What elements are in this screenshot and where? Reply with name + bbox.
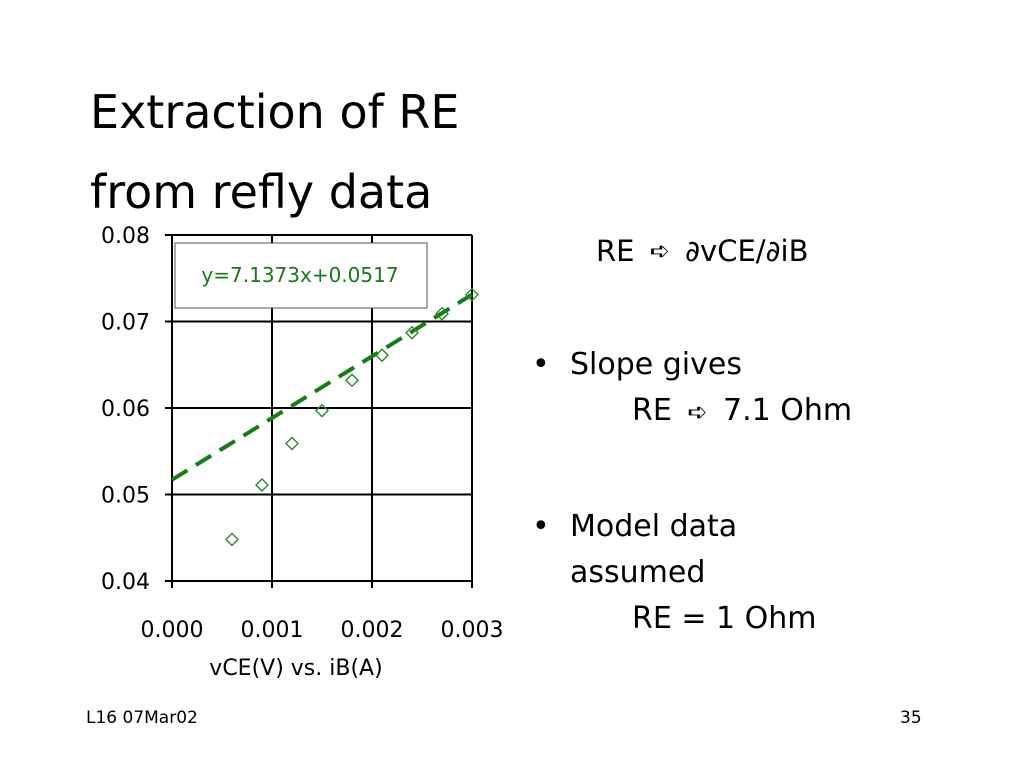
y-tick-label: 0.07 xyxy=(101,311,150,336)
y-tick-label: 0.05 xyxy=(101,484,150,509)
chart-labels: 0.04 0.05 0.06 0.07 0.08 0.000 0.001 0.002 0.003 xyxy=(101,224,503,643)
x-tick-label: 0.000 xyxy=(141,618,204,643)
data-point xyxy=(465,287,479,302)
chart-points xyxy=(225,287,479,547)
bullet-model: • Model data assumed RE = 1 Ohm xyxy=(532,504,816,642)
slide-title-line1: Extraction of RE xyxy=(90,85,460,139)
y-tick-label: 0.04 xyxy=(101,570,150,595)
slide-title-line2: from refly data xyxy=(90,165,433,219)
bullet-dot-icon: • xyxy=(532,347,550,382)
trendline xyxy=(170,292,474,482)
trendline-equation: y=7.1373x+0.0517 xyxy=(201,263,398,287)
data-point xyxy=(225,532,239,547)
chart-trendline-group xyxy=(170,292,474,482)
bullet-slope-detail: RE ➪ 7.1 Ohm xyxy=(632,388,852,435)
data-point xyxy=(345,373,359,388)
bullet-dot-icon: • xyxy=(532,509,550,544)
x-tick-label: 0.001 xyxy=(241,618,304,643)
data-point xyxy=(435,306,449,321)
slide-title: Extraction of RE from refly data xyxy=(90,72,690,232)
bullet-model-line2: assumed xyxy=(570,555,706,590)
y-tick-label: 0.08 xyxy=(101,224,150,249)
bullet-slope: • Slope gives RE ➪ 7.1 Ohm xyxy=(532,342,852,435)
x-tick-label: 0.002 xyxy=(341,618,404,643)
x-axis-label: vCE(V) vs. iB(A) xyxy=(209,656,382,681)
slope-detail-value: 7.1 Ohm xyxy=(723,393,853,428)
trendline-equation-box: y=7.1373x+0.0517 xyxy=(174,242,428,309)
data-point xyxy=(255,477,269,492)
slope-detail-label: RE xyxy=(632,393,672,428)
right-arrow-icon: ➪ xyxy=(649,237,670,265)
bullet-slope-text: Slope gives xyxy=(570,347,742,382)
data-point xyxy=(375,348,389,363)
data-point xyxy=(315,403,329,418)
equation-box-frame xyxy=(174,242,428,309)
footer-page-number: 35 xyxy=(900,708,922,728)
formula-lhs: RE xyxy=(596,234,635,268)
bullet-model-line1: Model data xyxy=(570,509,738,544)
data-point xyxy=(405,325,419,340)
y-tick-label: 0.06 xyxy=(101,397,150,422)
right-arrow-icon: ➪ xyxy=(687,398,708,426)
chart-axes xyxy=(165,234,473,588)
bullet-model-detail: RE = 1 Ohm xyxy=(632,601,817,636)
x-tick-label: 0.003 xyxy=(441,618,504,643)
data-point xyxy=(285,436,299,451)
footer-lecture-id: L16 07Mar02 xyxy=(86,708,198,728)
formula-rhs: ∂vCE/∂iB xyxy=(685,234,809,268)
re-derivative-formula: RE ➪ ∂vCE/∂iB xyxy=(596,232,808,268)
